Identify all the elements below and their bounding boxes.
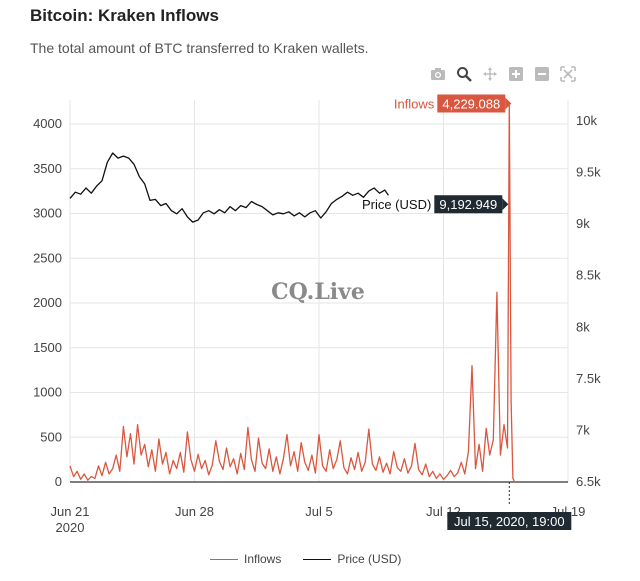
series-layer: [69, 102, 516, 483]
hover-x-box: [447, 512, 572, 530]
pan-icon[interactable]: [480, 64, 500, 84]
left-y-axis: 0 500 1000 1500 2000 2500 3000 3500 4000: [33, 116, 62, 489]
x-tick-label: Jun 28: [175, 504, 214, 519]
legend-item-price[interactable]: Price (USD): [303, 552, 401, 566]
right-y-tick-label: 7k: [576, 422, 590, 437]
x-tick-sublabel: 2020: [56, 520, 85, 535]
right-y-tick-label: 10k: [576, 113, 597, 128]
autoscale-icon[interactable]: [558, 64, 578, 84]
hover-inflows-label: Inflows: [394, 96, 435, 111]
left-y-tick-label: 0: [55, 474, 62, 489]
x-tick-label: Jul 5: [305, 504, 332, 519]
right-y-tick-label: 8.5k: [576, 268, 601, 283]
series-line-price: [69, 152, 389, 223]
hover-layer: Inflows 4,229.088 Price (USD) 9,192.949 Jul …: [362, 94, 572, 530]
right-y-tick-label: 7.5k: [576, 371, 601, 386]
chart-legend: Inflows Price (USD): [210, 552, 401, 566]
camera-icon[interactable]: [428, 64, 448, 84]
left-y-tick-label: 2000: [33, 295, 62, 310]
legend-label-price: Price (USD): [337, 552, 402, 566]
zoom-icon[interactable]: [454, 64, 474, 84]
right-y-axis: 6.5k 7k 7.5k 8k 8.5k 9k 9.5k 10k: [576, 113, 601, 489]
hover-inflows-box: [437, 94, 506, 113]
chart-card: Bitcoin: Kraken Inflows The total amount…: [8, 0, 632, 581]
zoom-out-icon[interactable]: [532, 64, 552, 84]
left-y-tick-label: 1000: [33, 385, 62, 400]
left-y-tick-label: 3000: [33, 206, 62, 221]
hover-price-pointer: [502, 198, 509, 211]
series-line-inflows: [69, 102, 516, 483]
hover-inflows-value: 4,229.088: [442, 96, 500, 111]
hover-x-value: Jul 15, 2020, 19:00: [454, 514, 565, 529]
right-y-tick-label: 8k: [576, 319, 590, 334]
hover-inflows-pointer: [505, 97, 512, 110]
chart-title: Bitcoin: Kraken Inflows: [30, 6, 219, 25]
chart-toolbar: [428, 64, 578, 84]
legend-label-inflows: Inflows: [244, 552, 282, 566]
right-y-tick-label: 9k: [576, 216, 590, 231]
zoom-in-icon[interactable]: [506, 64, 526, 84]
watermark-logo: CQ.Live: [271, 279, 365, 305]
right-y-tick-label: 6.5k: [576, 474, 601, 489]
hover-price-value: 9,192.949: [439, 197, 497, 212]
legend-swatch-inflows: [210, 558, 238, 560]
x-tick-label: Jun 21: [50, 504, 89, 519]
legend-swatch-price: [303, 558, 332, 560]
right-y-tick-label: 9.5k: [576, 165, 601, 180]
chart-subtitle: The total amount of BTC transferred to K…: [30, 40, 369, 56]
legend-item-inflows[interactable]: Inflows: [210, 552, 281, 566]
left-y-tick-label: 500: [40, 429, 62, 444]
left-y-tick-label: 4000: [33, 116, 62, 131]
hover-price-label: Price (USD): [362, 197, 431, 212]
hover-price-box: [434, 195, 503, 214]
left-y-tick-label: 2500: [33, 250, 62, 265]
grid-lines: [69, 100, 569, 483]
left-y-tick-label: 1500: [33, 340, 62, 355]
left-y-tick-label: 3500: [33, 161, 62, 176]
